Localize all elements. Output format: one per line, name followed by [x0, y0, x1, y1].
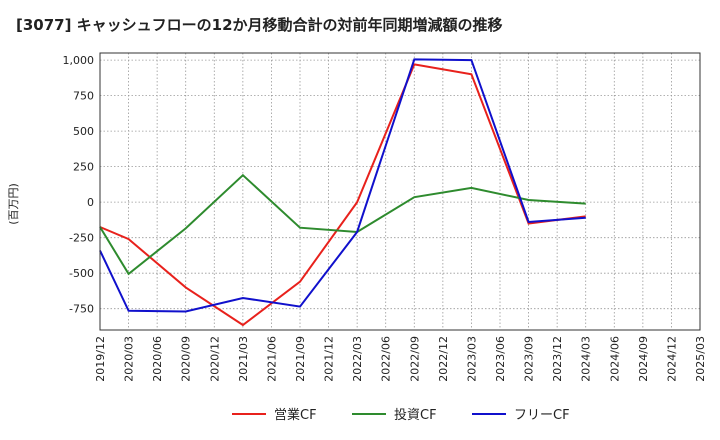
- legend-label: フリーCF: [514, 408, 570, 423]
- y-axis-label: (百万円): [7, 183, 20, 225]
- y-tick-label: 250: [73, 161, 94, 174]
- y-tick-label: 0: [87, 196, 94, 209]
- x-tick-label: 2024/06: [608, 336, 621, 382]
- x-tick-label: 2022/06: [380, 336, 393, 382]
- x-tick-label: 2023/12: [551, 336, 564, 382]
- x-tick-label: 2019/12: [94, 336, 107, 382]
- series-line-フリーCF: [99, 58, 586, 313]
- x-axis-ticks: 2019/12 2020/03 2020/06 2020/09 2020/12 2021/…: [94, 336, 707, 382]
- grid: [99, 53, 701, 330]
- x-tick-label: 2024/09: [637, 336, 650, 382]
- x-tick-label: 2022/12: [437, 336, 450, 382]
- y-tick-label: -500: [69, 267, 94, 280]
- y-tick-label: 1,000: [63, 54, 95, 67]
- x-tick-label: 2020/09: [180, 336, 193, 382]
- y-tick-label: 750: [73, 90, 94, 103]
- x-tick-label: 2024/12: [665, 336, 678, 382]
- chart-title: [3077] キャッシュフローの12か月移動合計の対前年同期増減額の推移: [16, 16, 503, 34]
- x-tick-label: 2025/03: [694, 336, 707, 382]
- y-axis-ticks: -750 -500 -250 0 250 500 750 1,000: [63, 54, 95, 316]
- legend-label: 営業CF: [274, 407, 317, 423]
- x-tick-label: 2020/12: [208, 336, 221, 382]
- series-line-投資CF: [99, 173, 586, 276]
- plot-frame: [99, 52, 701, 331]
- x-tick-label: 2024/03: [580, 336, 593, 382]
- y-tick-label: 500: [73, 125, 94, 138]
- legend-label: 投資CF: [394, 407, 437, 423]
- x-tick-label: 2023/09: [523, 336, 536, 382]
- x-tick-label: 2022/03: [351, 336, 364, 382]
- x-tick-label: 2021/12: [323, 336, 336, 382]
- legend: 営業CF 投資CF フリーCF: [232, 407, 570, 423]
- x-tick-label: 2021/09: [294, 336, 307, 382]
- series-line-営業CF: [99, 63, 586, 327]
- x-tick-label: 2020/03: [123, 336, 136, 382]
- x-tick-label: 2020/06: [151, 336, 164, 382]
- x-tick-label: 2023/06: [494, 336, 507, 382]
- series-lines: [99, 58, 586, 327]
- y-tick-label: -750: [69, 303, 94, 316]
- x-tick-label: 2021/06: [265, 336, 278, 382]
- x-tick-label: 2021/03: [237, 336, 250, 382]
- x-tick-label: 2022/09: [408, 336, 421, 382]
- y-tick-label: -250: [69, 232, 94, 245]
- x-tick-label: 2023/03: [465, 336, 478, 382]
